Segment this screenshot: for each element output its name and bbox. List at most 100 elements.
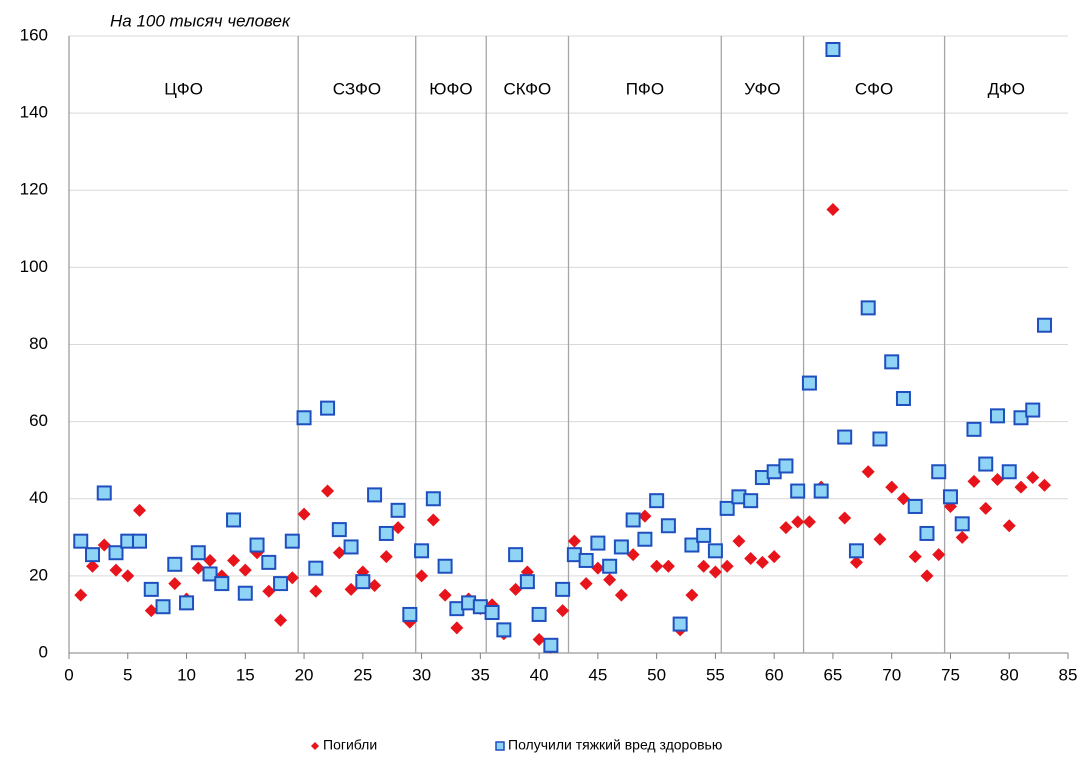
point	[438, 588, 452, 602]
point	[638, 509, 652, 523]
point	[496, 622, 512, 638]
point	[802, 515, 816, 529]
point	[86, 559, 100, 573]
x-tick-label: 45	[588, 665, 607, 684]
point	[649, 493, 665, 509]
x-tick-label: 85	[1059, 665, 1078, 684]
point	[872, 431, 888, 447]
x-tick-label: 70	[882, 665, 901, 684]
point	[861, 465, 875, 479]
point	[908, 550, 922, 564]
point	[321, 484, 335, 498]
point	[309, 584, 323, 598]
point	[249, 537, 265, 553]
point	[719, 500, 735, 516]
point	[531, 606, 547, 622]
point	[603, 573, 617, 587]
region-label: СЗФО	[333, 79, 381, 98]
point	[989, 408, 1005, 424]
point	[826, 203, 840, 217]
point	[96, 485, 112, 501]
point	[425, 491, 441, 507]
point	[402, 606, 418, 622]
point	[378, 525, 394, 541]
point	[274, 613, 288, 627]
point	[743, 493, 759, 509]
point	[954, 516, 970, 532]
point	[813, 483, 829, 499]
point	[1025, 402, 1041, 418]
point	[907, 498, 923, 514]
y-tick-label: 40	[29, 488, 48, 507]
point	[1002, 519, 1016, 533]
point	[273, 576, 289, 592]
point	[696, 527, 712, 543]
point	[121, 569, 135, 583]
point	[848, 543, 864, 559]
point	[1026, 471, 1040, 485]
point	[132, 533, 148, 549]
y-tick-label: 60	[29, 411, 48, 430]
legend-label: Погибли	[323, 737, 377, 753]
point	[590, 535, 606, 551]
point	[509, 582, 523, 596]
point	[168, 577, 182, 591]
region-label: ЦФО	[164, 79, 203, 98]
point	[744, 552, 758, 566]
point	[167, 556, 183, 572]
point	[238, 563, 252, 577]
point	[790, 483, 806, 499]
y-tick-label: 100	[20, 257, 48, 276]
point	[920, 569, 934, 583]
point	[344, 582, 358, 596]
x-tick-label: 10	[177, 665, 196, 684]
x-tick-label: 20	[295, 665, 314, 684]
x-tick-label: 50	[647, 665, 666, 684]
point	[626, 548, 640, 562]
point	[931, 464, 947, 480]
point	[391, 521, 405, 535]
point	[226, 512, 242, 528]
point	[942, 489, 958, 505]
point	[660, 518, 676, 534]
x-tick-label: 5	[123, 665, 132, 684]
legend-label: Получили тяжкий вред здоровью	[508, 737, 722, 753]
point	[955, 530, 969, 544]
point	[895, 390, 911, 406]
point	[190, 545, 206, 561]
x-tick-label: 75	[941, 665, 960, 684]
y-tick-label: 0	[39, 642, 48, 661]
point	[237, 585, 253, 601]
x-tick-label: 25	[353, 665, 372, 684]
point	[1013, 410, 1029, 426]
point	[368, 579, 382, 593]
point	[966, 421, 982, 437]
legend-marker	[311, 742, 319, 750]
point	[343, 539, 359, 555]
point	[320, 400, 336, 416]
x-tick-label: 65	[823, 665, 842, 684]
point	[379, 550, 393, 564]
y-tick-label: 120	[20, 180, 48, 199]
point	[508, 547, 524, 563]
region-label: СФО	[855, 79, 893, 98]
point	[567, 534, 581, 548]
point	[919, 525, 935, 541]
point	[685, 588, 699, 602]
point	[519, 574, 535, 590]
point	[97, 538, 111, 552]
point	[896, 492, 910, 506]
point	[73, 533, 89, 549]
point	[367, 487, 383, 503]
point	[672, 616, 688, 632]
point	[437, 558, 453, 574]
point	[650, 559, 664, 573]
point	[885, 480, 899, 494]
point	[74, 588, 88, 602]
x-tick-label: 60	[765, 665, 784, 684]
point	[1037, 478, 1051, 492]
point	[155, 599, 171, 615]
point	[849, 555, 863, 569]
point	[1014, 480, 1028, 494]
point	[591, 561, 605, 575]
